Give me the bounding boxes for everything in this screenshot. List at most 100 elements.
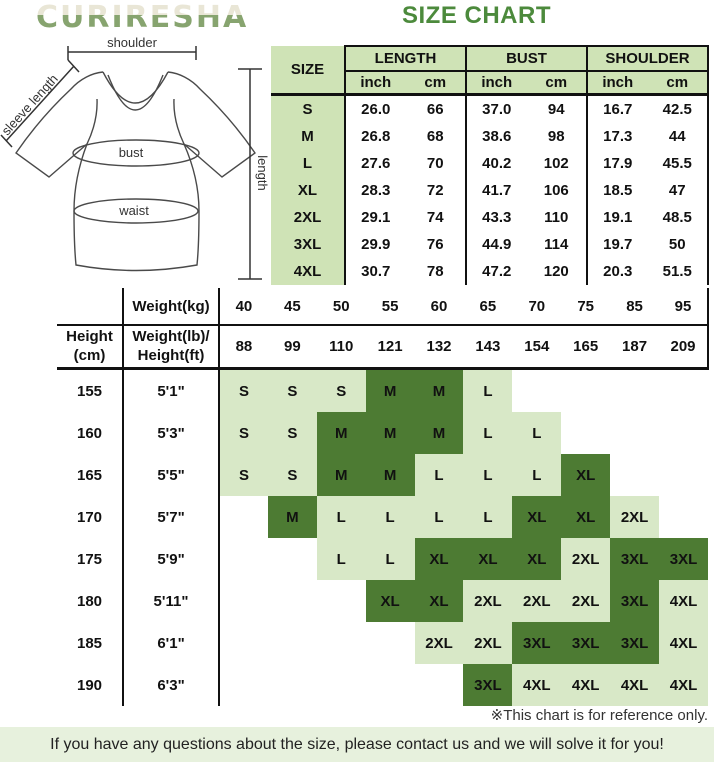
size-name: S — [271, 94, 346, 123]
height-ft-value: 5'11" — [123, 580, 220, 622]
fit-cell — [317, 664, 366, 706]
fit-cell: L — [463, 368, 513, 412]
measure-value: 44.9 — [465, 231, 527, 258]
fit-cell: 4XL — [561, 664, 611, 706]
fit-cell: 2XL — [561, 538, 611, 580]
fit-cell: S — [219, 368, 268, 412]
fit-cell — [561, 412, 610, 454]
measure-value: 98 — [547, 128, 565, 145]
fit-cell: XL — [414, 580, 464, 622]
measure-value: 102 — [543, 155, 569, 172]
fit-cell: M — [365, 412, 415, 454]
fit-row: 155 5'1" S S S M M L — [57, 368, 708, 413]
size-name: XL — [271, 177, 346, 204]
weight-kg-value: 65 — [463, 288, 513, 326]
size-name: M — [271, 123, 346, 150]
measure-value: 66 — [426, 101, 444, 118]
measure-value: 70 — [426, 155, 444, 172]
length-measure-line — [238, 68, 262, 280]
measure-value: 120 — [543, 263, 569, 280]
fit-cell: 3XL — [512, 622, 562, 664]
fit-cell: L — [512, 454, 562, 496]
measure-value: 26.8 — [361, 128, 391, 145]
size-column-header: SIZE — [271, 46, 346, 96]
measure-value: 47 — [647, 177, 709, 204]
height-ft-value: 5'1" — [123, 368, 220, 412]
waist-ellipse — [73, 198, 199, 224]
measure-value: 29.9 — [361, 236, 391, 253]
height-cm-value: 175 — [57, 538, 124, 580]
size-table-unit-header-row: inch cm inch cm inch cm — [271, 71, 709, 96]
fit-row: 170 5'7" M L L L L XL XL 2XL — [57, 496, 708, 538]
size-name: 2XL — [271, 204, 346, 231]
length-label: length — [255, 155, 270, 190]
unit-header: cm — [405, 71, 466, 96]
weight-kg-row: Weight(kg) 40 45 50 55 60 65 70 75 85 95 — [57, 288, 709, 326]
size-row: XL 28.3 72 41.7 106 18.5 47 — [271, 177, 709, 204]
measure-value: 16.7 — [586, 94, 648, 123]
measure-value: 40.2 — [465, 150, 527, 177]
unit-header: inch — [465, 71, 527, 96]
weight-kg-label: Weight(kg) — [123, 288, 220, 326]
fit-cell — [512, 369, 561, 413]
measure-value: 19.1 — [586, 204, 648, 231]
fit-cell: L — [414, 454, 464, 496]
fit-cell: 2XL — [512, 580, 562, 622]
unit-header: inch — [344, 71, 406, 96]
fit-cell: M — [414, 412, 464, 454]
shoulder-label: shoulder — [107, 35, 158, 50]
bust-ellipse — [72, 139, 200, 167]
weight-lb-value: 165 — [561, 325, 611, 370]
fit-cell: 2XL — [463, 622, 513, 664]
page-title: SIZE CHART — [402, 2, 551, 29]
fit-cell: M — [316, 412, 366, 454]
shoulder-measure-line — [67, 46, 197, 60]
fit-cell: 3XL — [610, 622, 660, 664]
weight-lb-value: 88 — [219, 325, 268, 370]
size-name: 4XL — [271, 258, 346, 285]
fit-cell: L — [463, 454, 513, 496]
measure-value: 28.3 — [361, 182, 391, 199]
fit-cell: L — [316, 538, 366, 580]
fit-cell — [268, 580, 317, 622]
measure-value: 20.3 — [586, 258, 648, 285]
fit-cell — [561, 369, 610, 413]
weight-lb-value: 121 — [365, 325, 415, 370]
weight-kg-value: 75 — [561, 288, 611, 326]
measure-value: 68 — [426, 128, 444, 145]
fit-cell: XL — [365, 580, 415, 622]
fit-cell: 2XL — [561, 580, 611, 622]
size-row: 4XL 30.7 78 47.2 120 20.3 51.5 — [271, 258, 709, 285]
fit-cell: 3XL — [610, 538, 660, 580]
fit-cell: XL — [561, 496, 611, 538]
fit-cell: 3XL — [463, 664, 513, 706]
fit-cell: 3XL — [561, 622, 611, 664]
weight-kg-value: 95 — [659, 288, 709, 326]
brand-logo: CURIRESHA — [36, 0, 249, 35]
height-cm-value: 160 — [57, 412, 124, 454]
fit-cell: M — [365, 368, 415, 412]
size-row: M 26.8 68 38.6 98 17.3 44 — [271, 123, 709, 150]
measure-value: 94 — [547, 101, 565, 118]
fit-cell — [415, 664, 464, 706]
measure-value: 19.7 — [586, 231, 648, 258]
weight-kg-value: 50 — [316, 288, 366, 326]
fit-cell: M — [316, 454, 366, 496]
weight-lb-value: 187 — [610, 325, 660, 370]
fit-cell: 2XL — [463, 580, 513, 622]
height-ft-value: 5'7" — [123, 496, 220, 538]
size-table-group-header-row: SIZE LENGTH BUST SHOULDER — [271, 45, 709, 96]
height-cm-value: 165 — [57, 454, 124, 496]
weight-kg-value: 40 — [219, 288, 268, 326]
fit-cell: 3XL — [610, 580, 660, 622]
fit-cell: L — [365, 496, 415, 538]
fit-cell: S — [267, 454, 317, 496]
fit-cell: S — [316, 368, 366, 412]
measure-value: 44 — [647, 123, 709, 150]
measure-value: 43.3 — [465, 204, 527, 231]
height-ft-value: 6'1" — [123, 622, 220, 664]
measure-value: 76 — [426, 236, 444, 253]
waist-label: waist — [118, 203, 149, 218]
fit-row: 185 6'1" 2XL 2XL 3XL 3XL 3XL 4XL — [57, 622, 708, 664]
